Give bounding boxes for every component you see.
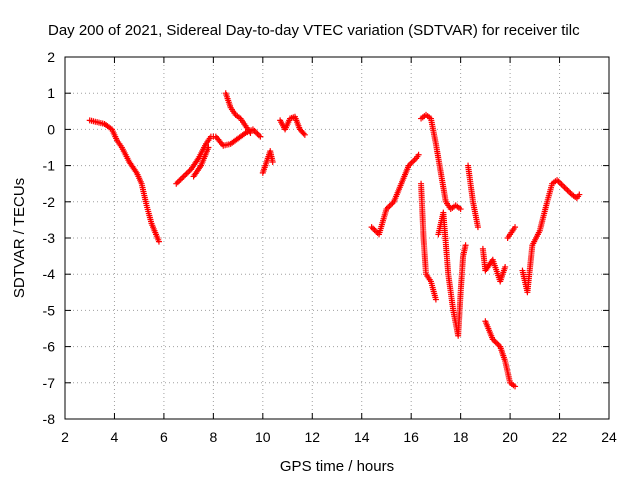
- x-tick-label: 6: [160, 429, 168, 445]
- x-tick-label: 24: [601, 429, 617, 445]
- y-tick-label: 1: [47, 85, 55, 101]
- x-tick-label: 10: [255, 429, 271, 445]
- data-point: [512, 224, 519, 231]
- data-point: [300, 130, 307, 137]
- data-point: [205, 144, 212, 151]
- data-segment: [482, 318, 519, 390]
- data-point: [474, 224, 481, 231]
- data-segment: [418, 180, 439, 303]
- data-point: [183, 170, 190, 177]
- data-point: [512, 383, 519, 390]
- data-point: [432, 296, 439, 303]
- data-point: [560, 182, 567, 189]
- data-point: [415, 151, 422, 158]
- data-point: [173, 180, 180, 187]
- data-point: [564, 187, 571, 194]
- data-point: [555, 178, 562, 185]
- y-tick-label: -5: [43, 302, 56, 318]
- chart-title: Day 200 of 2021, Sidereal Day-to-day VTE…: [48, 22, 580, 39]
- data-point: [176, 177, 183, 184]
- data-point: [410, 158, 417, 165]
- data-point: [301, 131, 308, 138]
- data-point: [177, 176, 184, 183]
- data-point: [565, 188, 572, 195]
- data-point: [408, 159, 415, 166]
- y-tick-label: -7: [43, 375, 56, 391]
- y-tick-label: 2: [47, 49, 55, 65]
- x-tick-label: 4: [111, 429, 119, 445]
- y-tick-label: -3: [43, 230, 56, 246]
- data-point: [255, 132, 262, 139]
- data-segment: [465, 162, 481, 231]
- x-tick-label: 20: [502, 429, 518, 445]
- y-tick-label: -6: [43, 339, 56, 355]
- data-point: [502, 263, 509, 270]
- data-point: [558, 181, 565, 188]
- y-tick-label: -2: [43, 194, 56, 210]
- data-point: [247, 130, 254, 137]
- y-axis-title: SDTVAR / TECUs: [11, 178, 28, 298]
- data-point: [179, 174, 186, 181]
- data-point: [180, 173, 187, 180]
- data-point: [462, 242, 469, 249]
- x-tick-label: 18: [453, 429, 469, 445]
- x-tick-label: 8: [209, 429, 217, 445]
- data-points: [86, 90, 583, 390]
- data-point: [576, 191, 583, 198]
- x-tick-label: 12: [304, 429, 320, 445]
- data-point: [254, 130, 261, 137]
- data-segment: [222, 90, 254, 137]
- data-segment: [435, 209, 469, 339]
- data-point: [257, 133, 264, 140]
- data-point: [494, 340, 501, 347]
- data-segment: [259, 148, 276, 176]
- data-segment: [277, 113, 308, 138]
- data-point: [182, 172, 189, 179]
- x-tick-label: 2: [61, 429, 69, 445]
- y-tick-label: -1: [43, 158, 56, 174]
- data-segment: [418, 111, 464, 213]
- data-segment: [173, 126, 264, 187]
- x-tick-label: 22: [552, 429, 568, 445]
- data-segment: [86, 117, 162, 245]
- data-point: [185, 169, 192, 176]
- data-segment: [504, 224, 519, 241]
- x-axis-title: GPS time / hours: [280, 458, 394, 475]
- data-point: [155, 238, 162, 245]
- y-tick-label: -4: [43, 266, 56, 282]
- data-point: [492, 339, 499, 346]
- y-tick-label: -8: [43, 411, 56, 427]
- data-point: [373, 228, 380, 235]
- x-tick-label: 16: [403, 429, 419, 445]
- data-point: [561, 184, 568, 191]
- data-point: [269, 158, 276, 165]
- data-segment: [190, 144, 212, 180]
- data-point: [387, 201, 394, 208]
- data-point: [457, 206, 464, 213]
- data-point: [368, 224, 375, 231]
- data-point: [386, 203, 393, 210]
- data-point: [411, 156, 418, 163]
- grid: [65, 57, 609, 419]
- data-point: [562, 185, 569, 192]
- data-point: [370, 225, 377, 232]
- data-segment: [479, 245, 509, 285]
- y-tick-label: 0: [47, 121, 55, 137]
- data-point: [174, 179, 181, 186]
- data-segment: [368, 151, 422, 238]
- data-segment: [519, 177, 583, 296]
- x-tick-label: 14: [354, 429, 370, 445]
